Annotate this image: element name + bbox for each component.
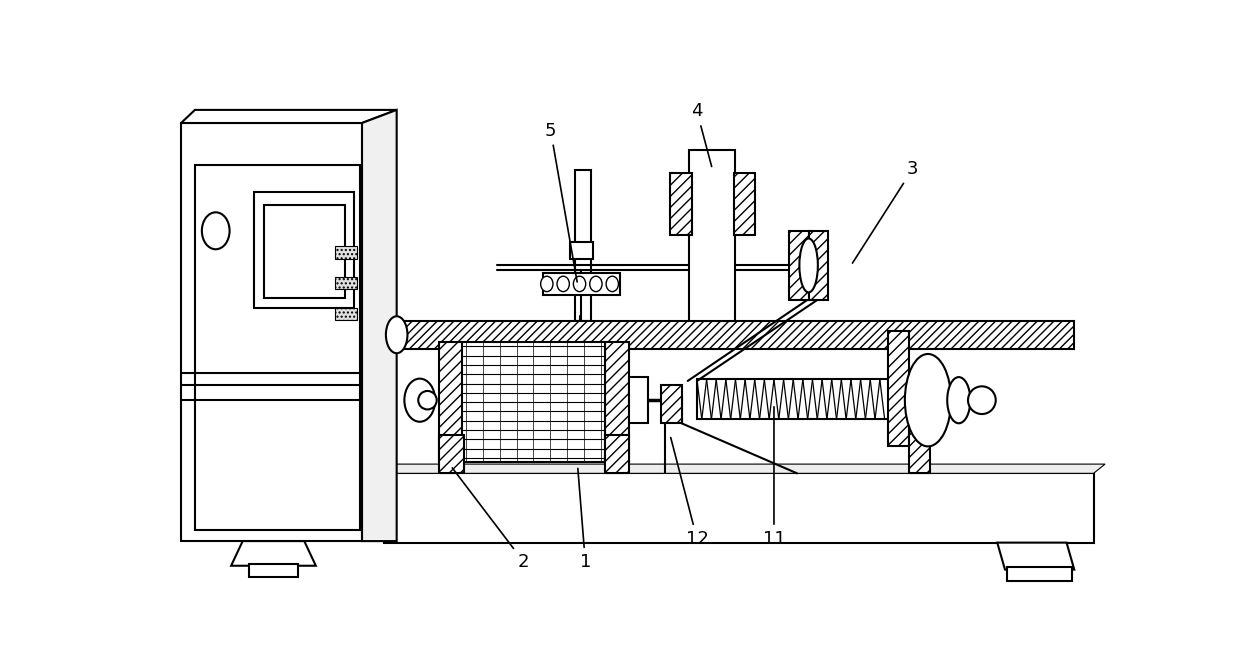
Bar (670, 173, 691, 235)
Bar (605, 343, 629, 462)
Ellipse shape (558, 276, 570, 292)
Bar (888, 331, 909, 446)
Text: 12: 12 (670, 437, 709, 548)
Bar (181, 123, 362, 541)
Polygon shape (384, 464, 1105, 473)
Ellipse shape (540, 276, 553, 292)
Bar (400, 321, 1074, 349)
Bar (605, 435, 629, 473)
Bar (439, 343, 463, 462)
Ellipse shape (385, 317, 408, 353)
Text: 5: 5 (545, 122, 577, 282)
Bar (1006, 567, 1072, 581)
Ellipse shape (574, 276, 586, 292)
Ellipse shape (404, 378, 435, 422)
Bar (789, 230, 809, 300)
Ellipse shape (419, 391, 436, 409)
Bar (462, 343, 605, 462)
Bar (689, 150, 736, 321)
Ellipse shape (202, 212, 229, 249)
Bar (195, 165, 361, 530)
Bar (384, 473, 1094, 543)
Polygon shape (232, 541, 316, 566)
Ellipse shape (904, 354, 952, 446)
Bar (570, 243, 593, 259)
Ellipse shape (590, 276, 602, 292)
Bar (264, 206, 346, 298)
Bar (543, 273, 620, 295)
Bar (249, 564, 299, 577)
Bar (698, 380, 890, 419)
Bar (335, 277, 357, 290)
Text: 4: 4 (691, 102, 711, 167)
Bar (254, 192, 354, 308)
Text: 3: 3 (852, 160, 918, 263)
Ellipse shape (968, 386, 996, 414)
Bar (733, 173, 756, 235)
Ellipse shape (799, 239, 818, 292)
Polygon shape (181, 110, 396, 123)
Bar (439, 435, 463, 473)
Bar (575, 170, 591, 321)
Text: 1: 1 (577, 468, 591, 571)
Bar (629, 377, 648, 423)
Bar (809, 230, 828, 300)
Text: 11: 11 (762, 407, 786, 548)
Polygon shape (362, 110, 396, 541)
Bar (908, 373, 930, 473)
Bar (335, 246, 357, 259)
Ellipse shape (606, 276, 618, 292)
Polygon shape (997, 543, 1074, 570)
Ellipse shape (948, 377, 970, 423)
Bar (660, 385, 683, 423)
Text: 2: 2 (452, 468, 529, 571)
Bar (335, 308, 357, 320)
